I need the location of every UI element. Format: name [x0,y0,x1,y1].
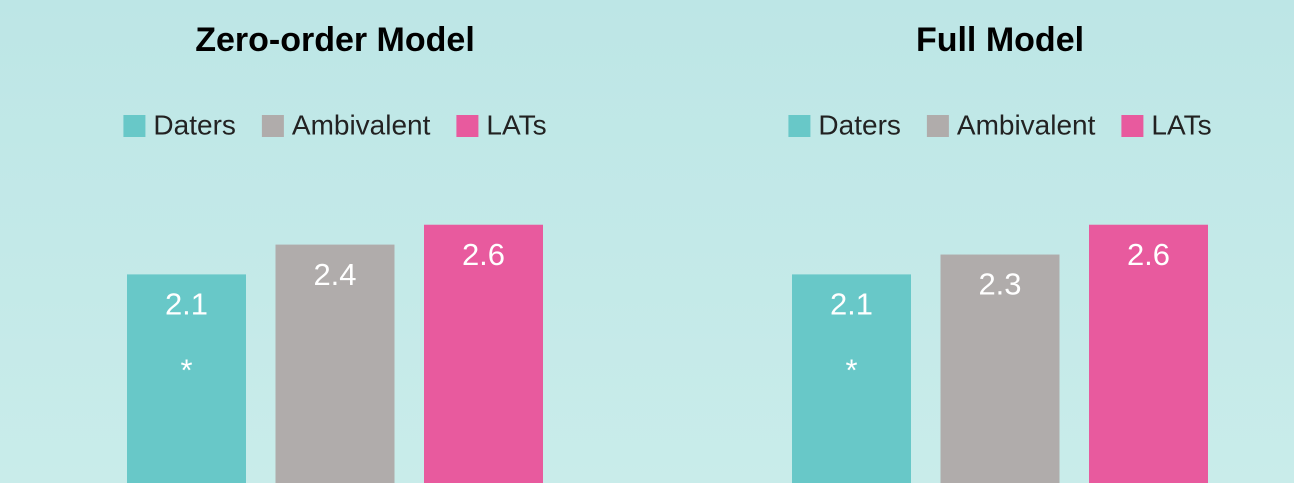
legend-swatch [261,115,284,137]
legend-swatch [123,115,146,137]
chart-title: Zero-order Model [195,21,475,59]
annotation: * [845,353,857,388]
bar [1089,224,1208,483]
value-label: 2.1 [165,287,208,322]
legend-swatch [1121,115,1144,137]
legend-swatch [926,115,949,137]
value-label: 2.6 [462,237,505,272]
value-label: 2.4 [313,257,356,292]
legend-label: LATs [1151,109,1211,140]
value-label: 2.1 [830,287,873,322]
legend-swatch [456,115,479,137]
bar [424,224,543,483]
value-label: 2.3 [978,267,1021,302]
legend-swatch [788,115,811,137]
bar [792,274,911,483]
legend: Daters Ambivalent LATs [788,109,1212,140]
bar [940,254,1060,483]
chart-title: Full Model [916,21,1084,59]
legend-label: Daters [153,109,235,140]
bar [275,244,395,483]
annotation: * [180,353,192,388]
legend-label: Daters [818,109,900,140]
legend-label: Ambivalent [957,109,1096,140]
legend: Daters Ambivalent LATs [123,109,547,140]
value-label: 2.6 [1127,237,1170,272]
bar [127,274,246,483]
legend-label: Ambivalent [292,109,431,140]
legend-label: LATs [486,109,546,140]
